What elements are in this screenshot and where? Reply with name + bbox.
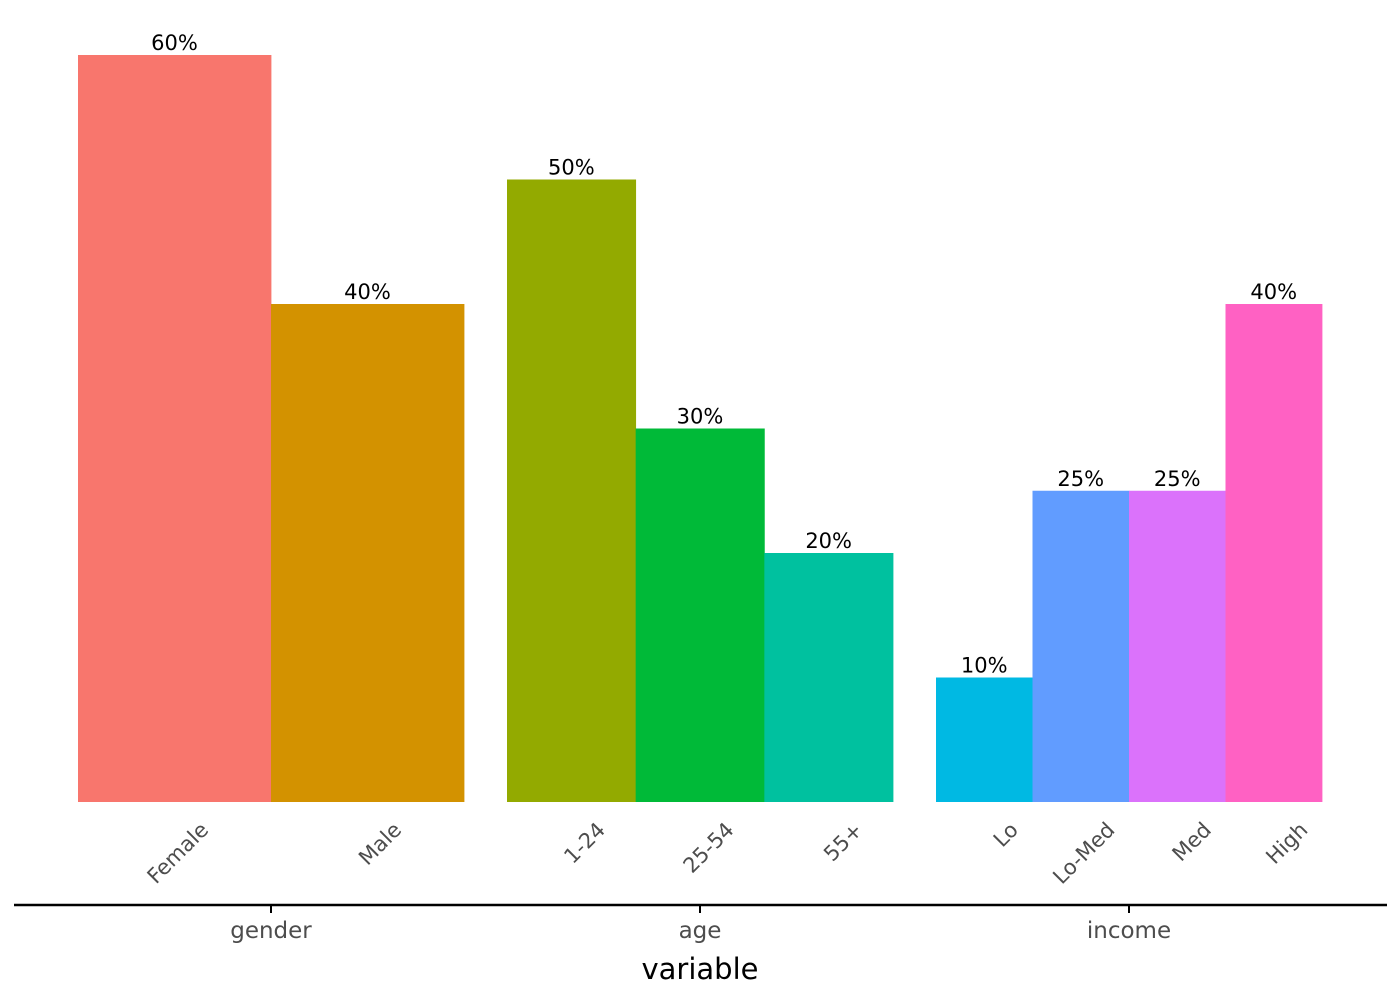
bar-income-lo-med [1032, 490, 1130, 802]
bar-value-label: 10% [961, 654, 1008, 678]
x-axis-title: variable [642, 952, 759, 986]
bar-income-high [1225, 304, 1323, 802]
category-ticks-layer: Female Male 1-24 25-54 55+ Lo Lo-Med Med High [143, 818, 1313, 889]
bar-value-label: 40% [1250, 280, 1297, 304]
group-tick-label-income: income [1087, 918, 1171, 944]
category-tick-label: Lo-Med [1048, 818, 1119, 889]
category-tick-label: High [1261, 818, 1312, 869]
category-tick-label: 1-24 [559, 818, 610, 869]
group-ticks-layer: gender age income [230, 905, 1171, 944]
category-tick-label: Lo [989, 818, 1023, 852]
bar-value-label: 50% [548, 156, 595, 180]
bar-age-1-24 [507, 179, 637, 802]
bar-value-label: 25% [1057, 467, 1104, 491]
bar-gender-female [78, 55, 272, 802]
bar-gender-male [271, 304, 465, 802]
bar-income-med [1129, 490, 1226, 802]
category-tick-label: Male [354, 818, 406, 870]
bar-value-label: 60% [151, 31, 198, 55]
bar-value-label: 25% [1154, 467, 1201, 491]
bar-age-25-54 [635, 428, 765, 802]
bar-value-label: 40% [344, 280, 391, 304]
category-tick-label: 55+ [819, 818, 867, 866]
value-labels-layer: 60% 40% 50% 30% 20% 10% 25% 25% 40% [151, 31, 1297, 678]
category-tick-label: Med [1168, 818, 1216, 866]
bar-income-lo [936, 677, 1033, 802]
bar-value-label: 20% [805, 529, 852, 553]
category-tick-label: 25-54 [679, 818, 739, 878]
bar-value-label: 30% [677, 405, 724, 429]
bars-layer [78, 55, 1323, 802]
group-tick-label-gender: gender [230, 918, 312, 944]
category-tick-label: Female [143, 818, 214, 889]
bar-age-55- [764, 553, 894, 802]
group-tick-label-age: age [679, 918, 722, 944]
